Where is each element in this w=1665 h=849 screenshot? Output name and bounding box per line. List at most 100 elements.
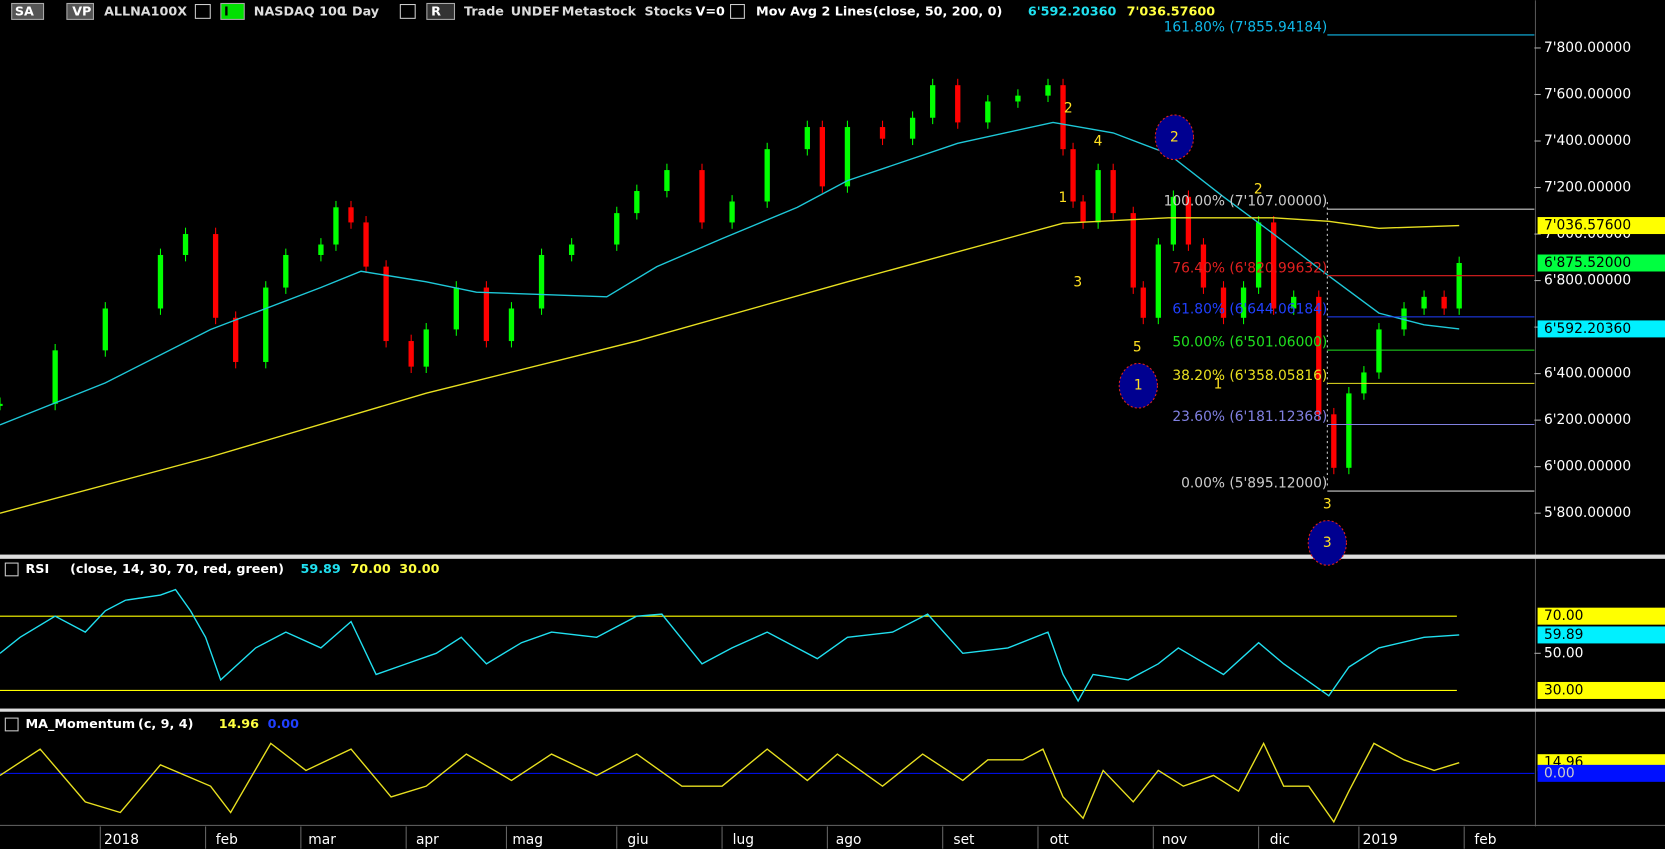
- candle: [1015, 95, 1021, 102]
- toolbar-button[interactable]: [11, 2, 45, 20]
- candle: [263, 287, 269, 362]
- toolbar-text: VP: [72, 4, 91, 19]
- toolbar-button[interactable]: [66, 2, 94, 20]
- candle: [1220, 287, 1227, 318]
- close-box[interactable]: [4, 717, 19, 732]
- indicator-params: (close, 14, 30, 70, red, green): [70, 562, 284, 577]
- wave-circle: [1154, 114, 1195, 161]
- indicator-line: [0, 588, 1460, 703]
- wave-label: 1: [1059, 190, 1068, 206]
- x-tick-label: mar: [308, 832, 336, 848]
- candle: [1095, 170, 1101, 223]
- candle: [568, 244, 575, 255]
- fib-label: 161.80% (7'855.94184): [1164, 20, 1328, 36]
- candle: [614, 213, 620, 245]
- panel-separator: [0, 554, 1665, 559]
- indicator-title: RSI: [25, 562, 49, 577]
- candle: [157, 254, 164, 309]
- toolbar-text: 7'036.57600: [1127, 4, 1216, 19]
- close-box[interactable]: [4, 562, 19, 577]
- candle: [804, 127, 810, 150]
- wave-label: 2: [1254, 181, 1263, 197]
- price-badge-label: 59.89: [1544, 627, 1584, 643]
- candle: [333, 207, 339, 245]
- candle: [1200, 244, 1207, 288]
- x-tick-label: set: [953, 832, 975, 848]
- candle: [1376, 329, 1382, 373]
- candle: [879, 127, 886, 139]
- fib-label: 0.00% (5'895.12000): [1181, 476, 1327, 492]
- indicator-value: 14.96: [219, 717, 259, 732]
- candle: [1070, 149, 1076, 202]
- candle: [1140, 287, 1146, 318]
- price-badge-label: 0.00: [1544, 765, 1575, 781]
- x-tick-label: apr: [416, 832, 439, 848]
- candle: [408, 341, 414, 367]
- wave-label: 3: [1323, 535, 1332, 551]
- wave-circle: [1118, 362, 1158, 409]
- toolbar-text: Mov Avg 2 Lines: [756, 4, 872, 19]
- candle: [453, 287, 459, 330]
- candle: [844, 127, 851, 187]
- x-tick-label: giu: [627, 832, 648, 848]
- indicator-value: 70.00: [350, 562, 390, 577]
- candle: [985, 101, 991, 123]
- toolbar-text: 6'592.20360: [1028, 4, 1117, 19]
- x-tick-label: nov: [1162, 832, 1187, 848]
- wave-label: 2: [1170, 129, 1179, 145]
- close-box[interactable]: [730, 4, 745, 19]
- toolbar-text: ALLNA100X: [104, 4, 187, 19]
- x-tick-label: mag: [512, 832, 543, 848]
- candle: [538, 254, 545, 309]
- indicator-params: (c, 9, 4): [138, 717, 193, 732]
- price-badge: [1537, 217, 1665, 235]
- toolbar-text: NASDAQ 100: [254, 4, 346, 19]
- toolbar-button[interactable]: [426, 2, 456, 20]
- dropdown[interactable]: [194, 4, 211, 19]
- y-tick-label: 7'600.00000: [1544, 86, 1631, 102]
- candle: [423, 329, 429, 367]
- candle: [664, 170, 670, 192]
- wave-label: 5: [1133, 340, 1142, 356]
- price-badge: [1537, 626, 1665, 644]
- x-tick-label: dic: [1270, 832, 1290, 848]
- moving-average: [0, 217, 1460, 514]
- candle: [1346, 393, 1352, 468]
- price-badge: [1537, 764, 1665, 782]
- y-tick-label: 7'200.00000: [1544, 180, 1631, 196]
- candle: [909, 117, 916, 139]
- price-badge: [1537, 320, 1665, 338]
- candle: [1421, 296, 1427, 309]
- wave-label: 3: [1073, 275, 1082, 291]
- wave-label: 2: [1064, 101, 1073, 117]
- dropdown[interactable]: [399, 4, 416, 19]
- candle: [212, 234, 219, 318]
- fib-label: 23.60% (6'181.12368): [1172, 409, 1327, 425]
- candle: [182, 234, 189, 255]
- candle: [930, 85, 936, 118]
- candle: [699, 170, 705, 223]
- indicator-value: 30.00: [399, 562, 439, 577]
- candle: [348, 207, 354, 223]
- y-tick-label: 7'400.00000: [1544, 133, 1631, 149]
- candle: [483, 287, 490, 342]
- x-tick-label: feb: [216, 832, 238, 848]
- moving-average: [0, 121, 1460, 426]
- candle: [819, 127, 826, 187]
- x-tick-label: feb: [1474, 832, 1496, 848]
- candle: [1291, 296, 1297, 309]
- price-badge: [1537, 607, 1665, 625]
- toolbar-text: SA: [15, 4, 34, 19]
- candle: [1456, 263, 1462, 309]
- wave-label: 1: [1214, 377, 1223, 393]
- indicator-line: [0, 741, 1460, 824]
- wave-label: 1: [1134, 378, 1143, 394]
- candle: [955, 85, 961, 123]
- fib-label: 100.00% (7'107.00000): [1164, 194, 1328, 210]
- fib-label: 38.20% (6'358.05816): [1172, 368, 1327, 384]
- toolbar-button[interactable]: [220, 2, 245, 20]
- fib-label: 50.00% (6'501.06000): [1172, 335, 1327, 351]
- toolbar-text: (close, 50, 200, 0): [873, 4, 1003, 19]
